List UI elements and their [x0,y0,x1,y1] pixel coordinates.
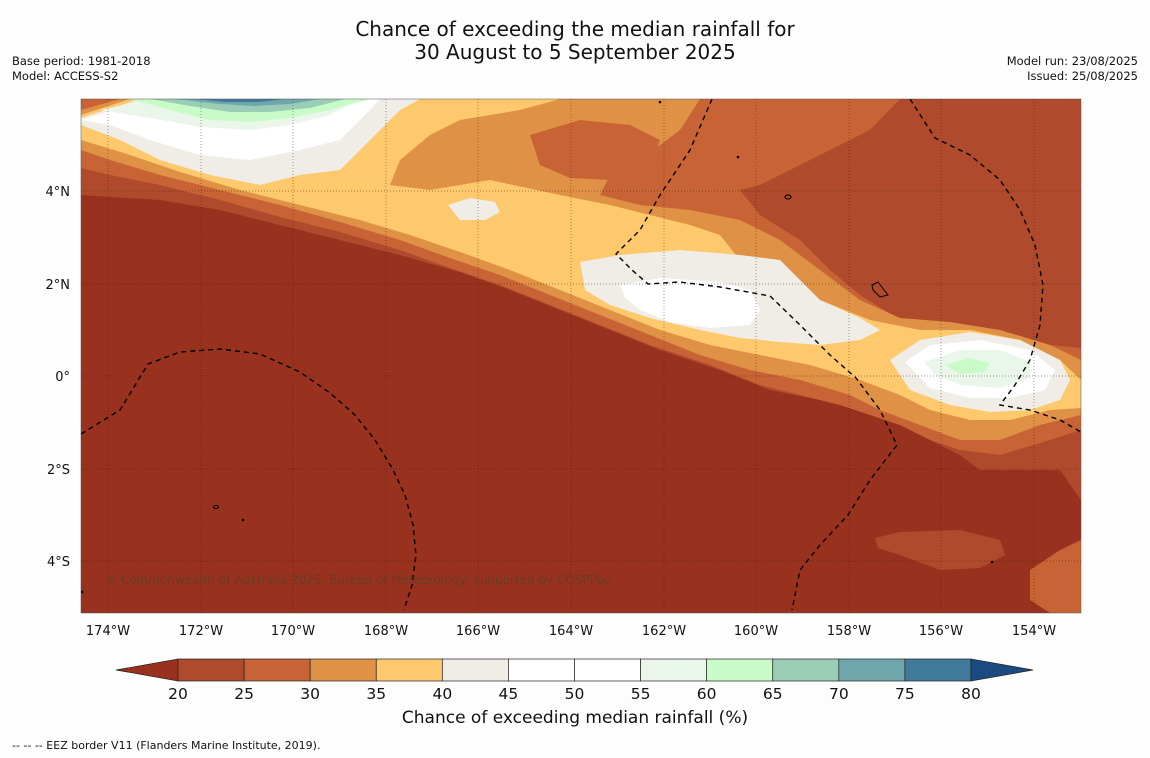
lon-label: 156°W [919,624,963,639]
lon-label: 166°W [456,624,500,639]
contour-band-60-east [945,358,990,374]
title-line-2: 30 August to 5 September 2025 [414,40,736,64]
colorbar-title: Chance of exceeding median rainfall (%) [401,708,749,728]
lat-label: 4°N [46,185,71,200]
colorbar-tick-label: 40 [432,685,452,703]
model-text: Model: ACCESS-S2 [12,69,119,83]
colorbar-tick-label: 65 [763,685,783,703]
colorbar-segment [706,658,774,682]
contour-patch-north [530,120,660,180]
rainfall-probability-field: © Commonwealth of Australia 2025, Bureau… [81,99,1081,613]
colorbar-tick-label: 25 [234,685,254,703]
lon-label: 168°W [364,624,408,639]
colorbar-segment [177,658,245,682]
colorbar-segment [772,658,840,682]
latitude-labels: 4°N 2°N 0° 2°S 4°S [46,185,71,570]
lon-label: 160°W [734,624,778,639]
issued-text: Issued: 25/08/2025 [1027,69,1138,83]
colorbar: 20 25 30 35 40 45 50 55 60 65 70 75 80 [115,658,1034,703]
lat-label: 4°S [47,555,70,570]
meta-right: Model run: 23/08/2025 Issued: 25/08/2025 [1007,54,1138,84]
colorbar-segment [441,658,509,682]
base-period-text: Base period: 1981-2018 [12,54,151,68]
contour-band-75 [195,99,285,102]
colorbar-tick-label: 35 [366,685,386,703]
colorbar-tick-label: 55 [631,685,651,703]
contour-blob-se [1030,540,1081,613]
contour-blob-sw [875,530,1005,570]
colorbar-tick-label: 80 [961,685,981,703]
colorbar-tick-label: 30 [300,685,320,703]
colorbar-tick-label: 60 [697,685,717,703]
colorbar-tick-label: 45 [499,685,519,703]
colorbar-tick-label: 20 [168,685,188,703]
colorbar-segment [904,658,972,682]
lon-label: 164°W [549,624,593,639]
lat-label: 0° [55,370,70,385]
map-frame [80,98,1082,614]
colorbar-segment [838,658,906,682]
colorbar-segment [375,658,443,682]
longitude-labels: 174°W 172°W 170°W 168°W 166°W 164°W 162°… [86,624,1056,639]
lat-label: 2°N [46,278,71,293]
islands [81,100,994,594]
colorbar-segment [309,658,377,682]
copyright-text: © Commonwealth of Australia 2025, Bureau… [105,573,610,587]
contour-band-50-central [620,278,760,328]
colorbar-tick-label: 50 [565,685,585,703]
colorbar-segment [508,658,575,682]
contour-band-70 [175,99,320,106]
lon-label: 154°W [1012,624,1056,639]
colorbar-extend-high [970,658,1034,682]
eez-footnote: -- -- -- EEZ border V11 (Flanders Marine… [12,739,321,752]
lon-label: 172°W [179,624,223,639]
colorbar-tick-label: 75 [895,685,915,703]
eez-borders [81,99,1081,611]
lon-label: 162°W [642,624,686,639]
chart-title: Chance of exceeding the median rainfall … [0,18,1150,64]
colorbar-segment [243,658,311,682]
contour-band-45-island [448,198,500,220]
model-run-text: Model run: 23/08/2025 [1006,54,1138,68]
colorbar-tick-label: 70 [829,685,849,703]
meta-left: Base period: 1981-2018 Model: ACCESS-S2 [12,54,151,84]
colorbar-extend-low [115,658,179,682]
lon-label: 170°W [271,624,315,639]
colorbar-segment [574,658,641,682]
title-line-1: Chance of exceeding the median rainfall … [355,17,795,41]
lon-label: 158°W [827,624,871,639]
colorbar-segment [640,658,708,682]
lat-label: 2°S [47,463,70,478]
lon-label: 174°W [86,624,130,639]
